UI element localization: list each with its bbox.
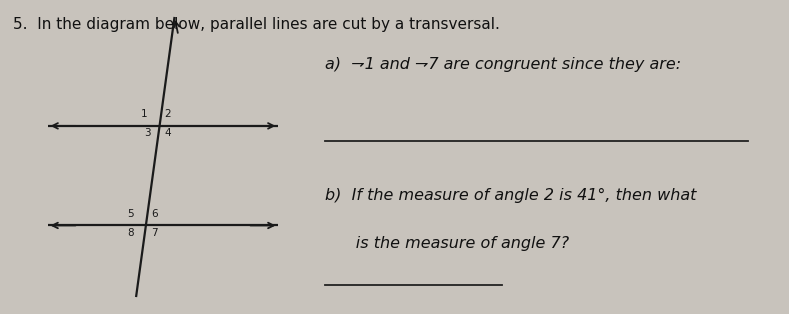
Text: b)  If the measure of angle 2 is 41°, then what: b) If the measure of angle 2 is 41°, the… [324,188,696,203]
Text: 8: 8 [127,228,134,237]
Text: 1: 1 [141,109,148,119]
Text: 2: 2 [165,109,171,119]
Text: a)  ⇁1 and ⇁7 are congruent since they are:: a) ⇁1 and ⇁7 are congruent since they ar… [324,57,681,73]
Text: 4: 4 [165,128,171,138]
Text: 3: 3 [144,128,151,138]
Text: is the measure of angle 7?: is the measure of angle 7? [324,236,569,252]
Text: 5.  In the diagram below, parallel lines are cut by a transversal.: 5. In the diagram below, parallel lines … [13,17,499,32]
Text: 6: 6 [151,208,158,219]
Text: 7: 7 [151,228,158,237]
Text: 5: 5 [127,208,134,219]
